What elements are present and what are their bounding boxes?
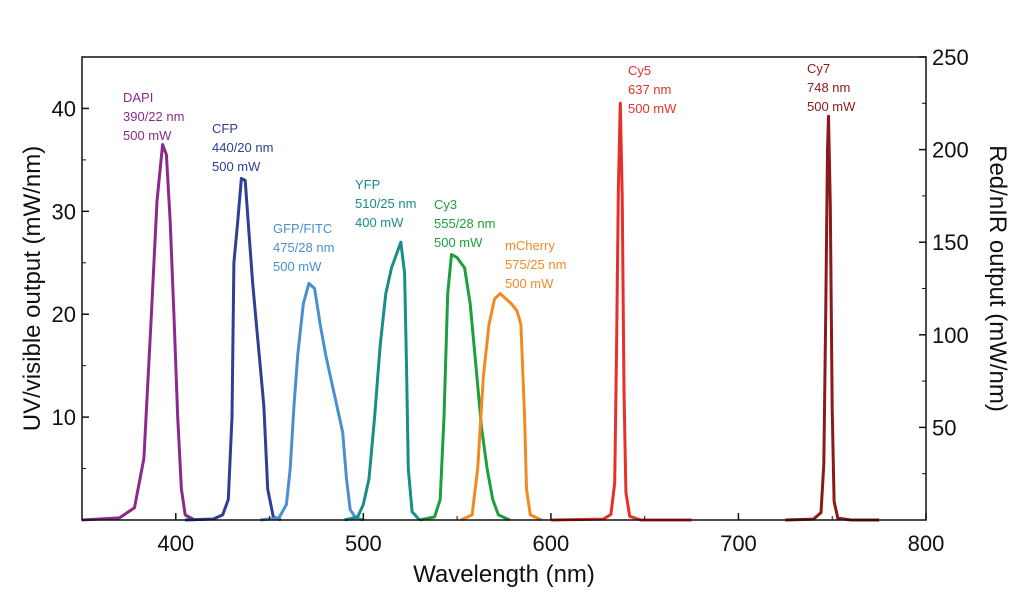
plot-frame — [81, 56, 927, 521]
series-line-mcherry — [460, 292, 543, 522]
series-line-cy7 — [785, 114, 880, 522]
series-label-yfp: YFP 510/25 nm 400 mW — [355, 177, 416, 230]
y-right-tick-label: 250 — [932, 45, 969, 70]
label-power: 400 mW — [355, 215, 404, 230]
y-right-tick-label: 100 — [932, 323, 969, 348]
y-right-tick-label: 200 — [932, 138, 969, 163]
label-name: GFP/FITC — [273, 221, 332, 236]
series-line-cy5 — [550, 101, 692, 522]
label-power: 500 mW — [807, 99, 856, 114]
label-spec: 575/25 nm — [505, 257, 566, 272]
label-spec: 390/22 nm — [123, 109, 184, 124]
label-power: 500 mW — [434, 235, 483, 250]
axes: 400 500 600 700 800 10 20 30 40 50 100 150 200 250 — [52, 45, 969, 556]
x-tick-label: 400 — [157, 531, 194, 556]
x-tick-label: 600 — [533, 531, 570, 556]
series-line-cfp — [185, 176, 282, 522]
label-name: Cy3 — [434, 197, 457, 212]
label-power: 500 mW — [123, 128, 172, 143]
x-tick-label: 800 — [908, 531, 945, 556]
label-name: YFP — [355, 177, 380, 192]
label-power: 500 mW — [212, 159, 261, 174]
series-label-cy7: Cy7 748 nm 500 mW — [807, 61, 856, 114]
y-axis-right-title: Red/nIR output (mW/nm) — [984, 145, 1011, 412]
series-curves — [81, 101, 880, 522]
series-line-cy3 — [419, 253, 511, 522]
label-spec: 637 nm — [628, 82, 671, 97]
y-right-tick-label: 150 — [932, 230, 969, 255]
label-power: 500 mW — [628, 101, 677, 116]
label-name: DAPI — [123, 90, 153, 105]
label-name: CFP — [212, 121, 238, 136]
series-line-dapi — [81, 143, 196, 522]
label-name: mCherry — [505, 238, 555, 253]
series-label-cy5: Cy5 637 nm 500 mW — [628, 63, 677, 116]
series-label-dapi: DAPI 390/22 nm 500 mW — [123, 90, 184, 143]
x-tick-label: 700 — [720, 531, 757, 556]
label-spec: 475/28 nm — [273, 240, 334, 255]
label-spec: 510/25 nm — [355, 196, 416, 211]
label-name: Cy5 — [628, 63, 651, 78]
series-line-gfp-fitc — [260, 281, 364, 522]
label-spec: 440/20 nm — [212, 140, 273, 155]
series-label-gfp-fitc: GFP/FITC 475/28 nm 500 mW — [273, 221, 334, 274]
series-line-yfp — [344, 240, 421, 522]
series-label-cfp: CFP 440/20 nm 500 mW — [212, 121, 273, 174]
y-left-tick-label: 10 — [52, 405, 76, 430]
series-label-cy3: Cy3 555/28 nm 500 mW — [434, 197, 495, 250]
x-axis-title: Wavelength (nm) — [413, 561, 595, 588]
label-name: Cy7 — [807, 61, 830, 76]
x-tick-label: 500 — [345, 531, 382, 556]
label-spec: 555/28 nm — [434, 216, 495, 231]
series-labels: DAPI 390/22 nm 500 mW CFP 440/20 nm 500 mWGFP… — [123, 61, 856, 291]
series-label-mcherry: mCherry 575/25 nm 500 mW — [505, 238, 566, 291]
label-power: 500 mW — [505, 276, 554, 291]
label-power: 500 mW — [273, 259, 322, 274]
y-left-tick-label: 30 — [52, 199, 76, 224]
y-left-tick-label: 20 — [52, 302, 76, 327]
y-right-tick-label: 50 — [932, 415, 956, 440]
label-spec: 748 nm — [807, 80, 850, 95]
y-axis-left-title: UV/visible output (mW/nm) — [19, 146, 46, 431]
y-left-tick-label: 40 — [52, 96, 76, 121]
